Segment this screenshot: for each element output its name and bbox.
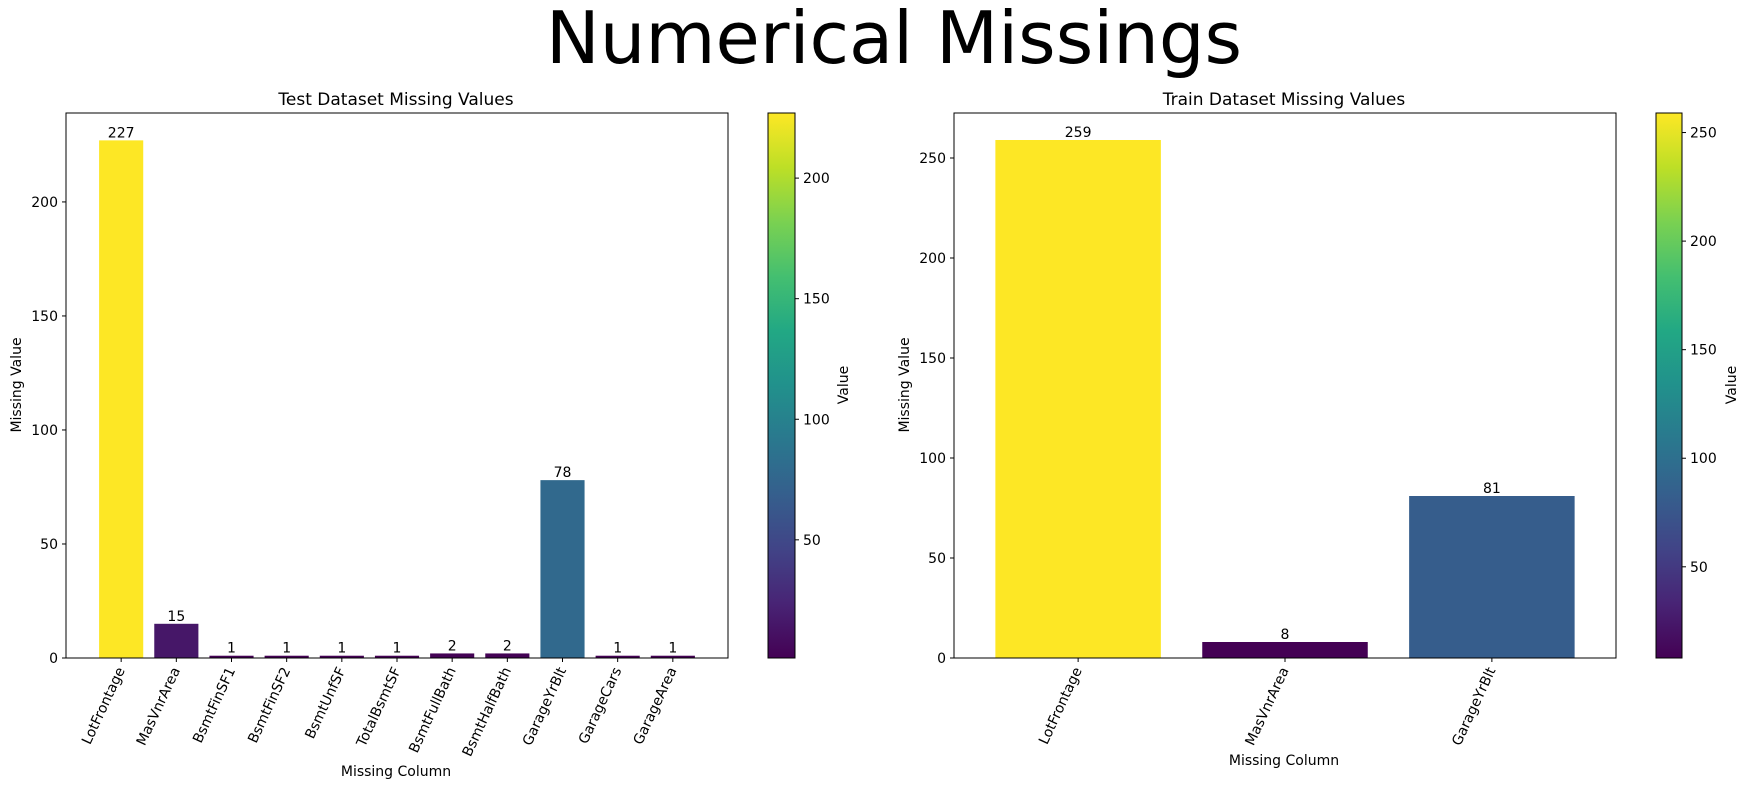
y-axis-label: Missing Value (9, 337, 25, 432)
x-tick-label: BsmtFinSF2 (245, 665, 294, 746)
bar-value-label: 1 (227, 641, 236, 657)
bar-GarageArea (650, 655, 695, 658)
bar-MasVnrArea (154, 623, 199, 658)
x-axis: LotFrontage MasVnrArea BsmtFinSF1 BsmtFinSF… (79, 658, 680, 759)
x-tick-label: TotalBsmtSF (353, 665, 404, 750)
colorbar-tick-label: 200 (1690, 234, 1717, 250)
figure-suptitle: Numerical Missings (546, 0, 1242, 80)
x-tick-label: BsmtFullBath (406, 665, 460, 756)
bar-value-label: 8 (1281, 627, 1290, 643)
bar-value-label: 1 (337, 641, 346, 657)
x-axis: LotFrontage MasVnrArea GarageYrBlt (1036, 658, 1500, 748)
y-tick-label: 100 (919, 451, 946, 467)
colorbar-tick-label: 100 (1690, 451, 1717, 467)
y-tick-label: 200 (919, 251, 946, 267)
y-tick-label: 250 (919, 151, 946, 167)
x-tick-label: BsmtFinSF1 (190, 665, 239, 746)
bar-value-label: 15 (167, 609, 185, 625)
x-axis-label: Missing Column (1229, 753, 1339, 769)
colorbar-ticks: 50 100 150 200 250 (1682, 126, 1717, 576)
bar-GarageYrBlt (540, 480, 585, 658)
bar-value-label: 2 (448, 638, 457, 654)
y-axis: 0 50 100 150 200 (31, 195, 66, 667)
bars (995, 140, 1575, 658)
x-tick-label: BsmtUnfSF (302, 665, 349, 742)
y-tick-label: 100 (31, 423, 58, 439)
x-tick-label: LotFrontage (79, 665, 129, 747)
plot-frame (65, 112, 729, 659)
bars (99, 140, 695, 658)
bar-LotFrontage (995, 140, 1161, 658)
bar-BsmtFullBath (430, 653, 475, 658)
bar-MasVnrArea (1202, 642, 1368, 658)
x-tick-label: GarageYrBlt (520, 664, 570, 748)
x-tick-label: MasVnrArea (134, 665, 184, 748)
colorbar-tick-label: 50 (1690, 560, 1708, 576)
bar-value-label: 259 (1065, 125, 1092, 141)
chart-title: Train Dataset Missing Values (1162, 90, 1406, 110)
y-tick-label: 0 (49, 651, 58, 667)
x-tick-label: LotFrontage (1036, 665, 1086, 747)
colorbar-ticks: 50 100 150 200 (795, 171, 830, 549)
bar-value-label: 1 (393, 641, 402, 657)
x-tick-label: MasVnrArea (1242, 665, 1292, 748)
bar-BsmtHalfBath (485, 653, 530, 658)
bar-BsmtFinSF1 (209, 655, 254, 658)
x-axis-label: Missing Column (341, 764, 451, 780)
colorbar (1655, 112, 1683, 659)
train-dataset-chart: Train Dataset Missing Values 259 8 81 0 50 1… (897, 90, 1740, 769)
y-tick-label: 50 (40, 537, 58, 553)
colorbar-tick-label: 150 (803, 292, 830, 308)
bar-value-label: 1 (613, 641, 622, 657)
colorbar-tick-label: 50 (803, 533, 821, 549)
bar-BsmtUnfSF (319, 655, 364, 658)
y-tick-label: 0 (937, 651, 946, 667)
bar-LotFrontage (99, 140, 144, 658)
colorbar-label: Value (1724, 366, 1740, 404)
colorbar-tick-label: 100 (803, 412, 830, 428)
y-tick-label: 150 (919, 351, 946, 367)
bar-value-label: 2 (503, 638, 512, 654)
colorbar-tick-label: 250 (1690, 126, 1717, 142)
bar-value-label: 227 (108, 125, 135, 141)
bar-value-label: 78 (554, 465, 572, 481)
bar-TotalBsmtSF (374, 655, 420, 658)
y-tick-label: 200 (31, 195, 58, 211)
y-tick-label: 150 (31, 309, 58, 325)
y-tick-label: 50 (928, 551, 946, 567)
x-tick-label: GarageCars (576, 665, 625, 747)
bar-value-label: 81 (1483, 481, 1501, 497)
y-axis-label: Missing Value (897, 337, 913, 432)
colorbar-tick-label: 150 (1690, 343, 1717, 359)
bar-BsmtFinSF2 (264, 655, 309, 658)
bar-value-label: 1 (282, 641, 291, 657)
x-tick-label: GarageYrBlt (1449, 664, 1499, 748)
y-axis: 0 50 100 150 200 250 (919, 151, 954, 667)
colorbar-tick-label: 200 (803, 171, 830, 187)
colorbar-label: Value (836, 366, 852, 404)
colorbar (767, 112, 796, 659)
bar-labels: 259 8 81 (1065, 125, 1501, 643)
bar-GarageCars (595, 655, 640, 658)
x-tick-label: BsmtHalfBath (460, 665, 515, 759)
bar-labels: 227 15 1 1 1 1 2 2 78 1 1 (108, 125, 677, 656)
x-tick-label: GarageArea (631, 665, 681, 747)
chart-title: Test Dataset Missing Values (277, 90, 513, 110)
bar-value-label: 1 (668, 641, 677, 657)
bar-GarageYrBlt (1409, 496, 1575, 658)
